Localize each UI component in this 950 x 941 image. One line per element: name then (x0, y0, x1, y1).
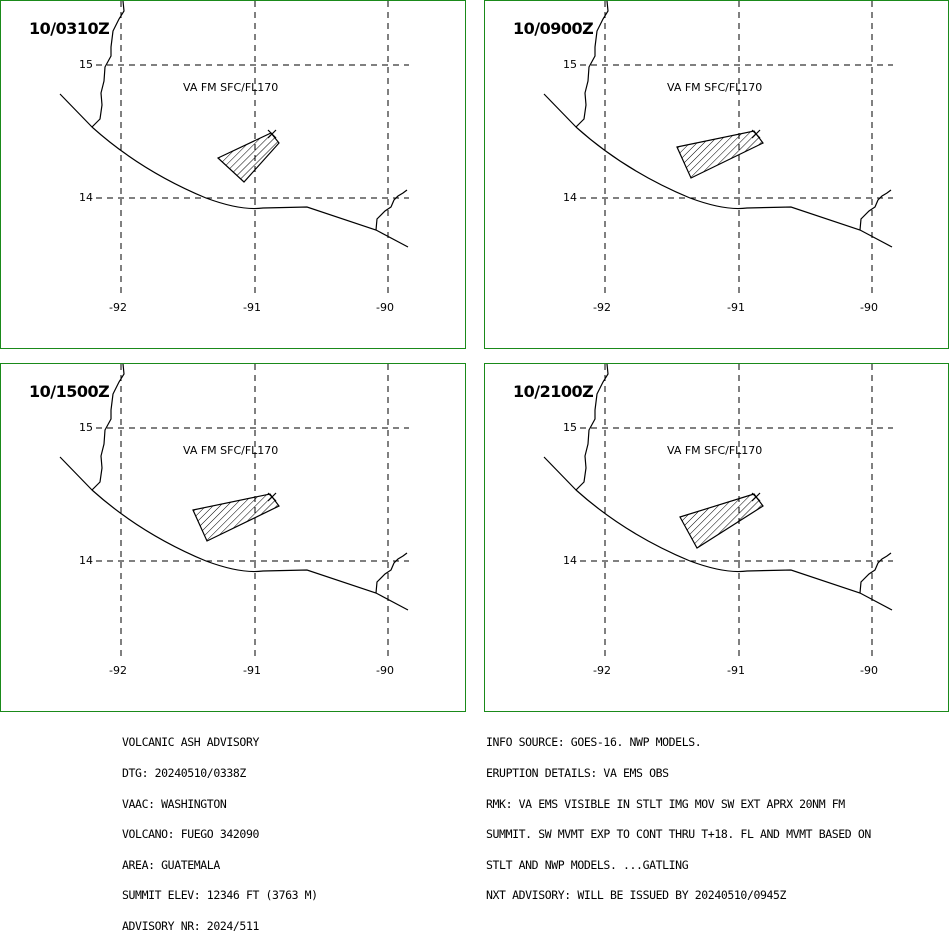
lat-label-15: 15 (563, 421, 577, 434)
ash-layer-label: VA FM SFC/FL170 (183, 444, 279, 457)
advisory-details-block: INFO SOURCE: GOES-16. NWP MODELS. ERUPTI… (486, 717, 871, 911)
advisory-dtg: DTG: 20240510/0338Z (122, 766, 246, 780)
ash-cloud-polygon (676, 130, 764, 179)
advisory-remarks-line3: STLT AND NWP MODELS. ...GATLING (486, 857, 689, 872)
lon-label-91: -91 (243, 664, 261, 677)
lon-label-91: -91 (243, 301, 261, 314)
lon-label-91: -91 (727, 301, 745, 314)
lon-label-90: -90 (860, 664, 878, 677)
panel-time: 10/1500Z (29, 382, 110, 401)
volcano-marker-icon (751, 129, 761, 139)
ash-layer-label: VA FM SFC/FL170 (667, 444, 763, 457)
advisory-info-source: INFO SOURCE: GOES-16. NWP MODELS. (486, 735, 702, 750)
lat-label-15: 15 (563, 58, 577, 71)
map-canvas (543, 363, 893, 659)
advisory-eruption-details: ERUPTION DETAILS: VA EMS OBS (486, 766, 669, 780)
panel-time: 10/0900Z (513, 19, 594, 38)
coastline (59, 363, 409, 611)
coastline (543, 0, 893, 248)
advisory-remarks-line2: SUMMIT. SW MVMT EXP TO CONT THRU T+18. F… (486, 827, 871, 842)
panel-time: 10/2100Z (513, 382, 594, 401)
lat-label-14: 14 (563, 191, 577, 204)
advisory-number: ADVISORY NR: 2024/511 (122, 918, 259, 933)
ash-cloud-polygon (679, 493, 764, 549)
panel-time: 10/0310Z (29, 19, 110, 38)
lat-label-14: 14 (563, 554, 577, 567)
advisory-area: AREA: GUATEMALA (122, 857, 220, 872)
map-canvas (59, 363, 409, 659)
lon-label-92: -92 (593, 664, 611, 677)
forecast-panel-0900z: 10/0900Z VA FM SFC/FL170 15 14 -92 -91 -… (484, 0, 949, 349)
forecast-panel-2100z: 10/2100Z VA FM SFC/FL170 15 14 -92 -91 -… (484, 363, 949, 712)
advisory-vaac: VAAC: WASHINGTON (122, 796, 227, 811)
lon-label-91: -91 (727, 664, 745, 677)
ash-cloud-polygon (216, 132, 280, 183)
lat-label-15: 15 (79, 58, 93, 71)
advisory-summit-elev: SUMMIT ELEV: 12346 FT (3763 M) (122, 888, 318, 903)
map-canvas (59, 0, 409, 296)
advisory-remarks-line1: RMK: VA EMS VISIBLE IN STLT IMG MOV SW E… (486, 796, 845, 811)
map-canvas (543, 0, 893, 296)
volcano-marker-icon (267, 129, 277, 139)
advisory-next: NXT ADVISORY: WILL BE ISSUED BY 20240510… (486, 888, 787, 903)
lon-label-90: -90 (860, 301, 878, 314)
ash-cloud-polygon (192, 493, 280, 542)
graticule (580, 364, 893, 659)
lat-label-14: 14 (79, 191, 93, 204)
forecast-panel-1500z: 10/1500Z VA FM SFC/FL170 15 14 -92 -91 -… (0, 363, 466, 712)
coastline (59, 0, 409, 248)
ash-layer-label: VA FM SFC/FL170 (183, 81, 279, 94)
coastline (543, 363, 893, 611)
lon-label-92: -92 (109, 664, 127, 677)
advisory-header-block: VOLCANIC ASH ADVISORY DTG: 20240510/0338… (122, 717, 318, 941)
forecast-panel-0310z: 10/0310Z VA FM SFC/FL170 15 14 -92 -91 -… (0, 0, 466, 349)
volcano-marker-icon (751, 492, 761, 502)
lon-label-90: -90 (376, 301, 394, 314)
lon-label-90: -90 (376, 664, 394, 677)
lon-label-92: -92 (109, 301, 127, 314)
lon-label-92: -92 (593, 301, 611, 314)
lat-label-15: 15 (79, 421, 93, 434)
advisory-volcano: VOLCANO: FUEGO 342090 (122, 827, 259, 842)
ash-layer-label: VA FM SFC/FL170 (667, 81, 763, 94)
lat-label-14: 14 (79, 554, 93, 567)
volcano-marker-icon (267, 492, 277, 502)
advisory-title: VOLCANIC ASH ADVISORY (122, 735, 259, 750)
